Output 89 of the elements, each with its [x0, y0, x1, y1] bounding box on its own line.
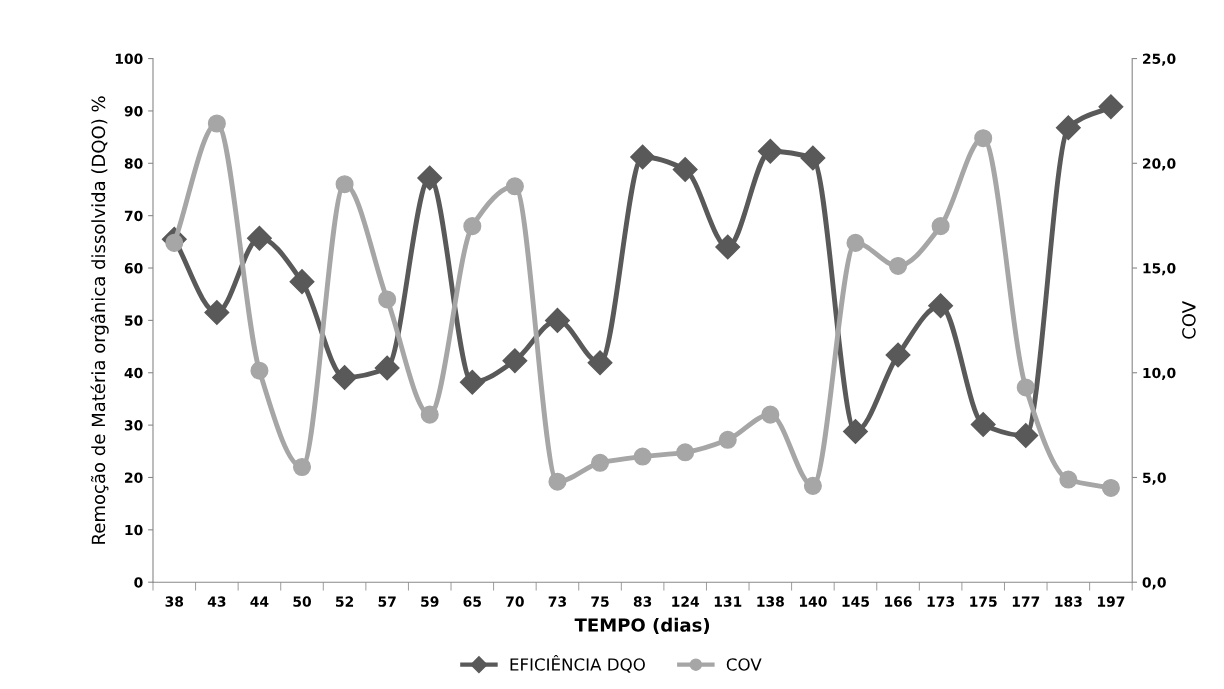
point — [378, 290, 397, 309]
x-tick-label: 183 — [1055, 596, 1082, 607]
y-tick-label: 0 — [134, 577, 143, 588]
y-tick-label: 50 — [125, 315, 143, 326]
y-tick-label: 40 — [124, 367, 143, 379]
point — [1013, 423, 1039, 449]
y2-tick-label: 5,0 — [1142, 472, 1166, 485]
point — [846, 233, 865, 252]
point — [374, 355, 400, 381]
x-tick-label: 57 — [378, 596, 396, 607]
point — [246, 225, 272, 251]
x-tick-label: 173 — [927, 596, 955, 607]
legend-label: EFICIÊNCIA DQO — [510, 655, 645, 673]
x-tick-label: 197 — [1097, 596, 1125, 607]
x-tick-label: 50 — [293, 596, 312, 607]
x-tick-label: 52 — [335, 596, 354, 607]
point — [931, 217, 950, 236]
y2-tick-label: 20,0 — [1143, 158, 1176, 171]
y2-tick-label: 0,0 — [1142, 577, 1166, 590]
x-tick-label: 138 — [757, 596, 784, 607]
x-tick-label: 73 — [548, 596, 567, 607]
x-tick-label: 145 — [842, 596, 869, 607]
point — [842, 418, 868, 444]
y-tick-label: 20 — [125, 472, 143, 483]
x-tick-label: 83 — [633, 596, 652, 607]
y2-axis-title: COV — [1182, 301, 1196, 339]
point — [204, 300, 230, 326]
point — [889, 256, 908, 275]
point — [1101, 478, 1120, 497]
point — [289, 269, 315, 295]
point — [335, 175, 354, 194]
point — [715, 234, 741, 260]
point — [1016, 378, 1035, 397]
x-tick-label: 38 — [165, 596, 184, 607]
y-tick-label: 100 — [115, 53, 143, 65]
point — [633, 447, 652, 466]
x-tick-label: 75 — [591, 596, 609, 607]
point — [928, 293, 954, 319]
point — [463, 217, 482, 236]
y2-tick-label: 25,0 — [1143, 53, 1176, 66]
y-tick-label: 90 — [124, 105, 143, 117]
point — [800, 145, 826, 171]
point — [587, 350, 613, 376]
x-tick-label: 43 — [207, 596, 226, 607]
point — [803, 476, 822, 495]
point — [332, 364, 358, 390]
point — [672, 157, 698, 183]
x-tick-label: 166 — [885, 596, 912, 607]
x-tick-label: 44 — [250, 596, 269, 607]
x-tick-label: 177 — [1012, 596, 1040, 607]
point — [676, 443, 695, 462]
point — [292, 457, 312, 477]
point — [970, 412, 996, 438]
point — [885, 342, 911, 368]
x-axis-title: TEMPO (dias) — [574, 617, 710, 634]
point — [590, 453, 610, 472]
x-tick-label: 70 — [506, 596, 524, 607]
point — [718, 430, 737, 449]
x-tick-label: 140 — [799, 596, 827, 607]
x-tick-label: 131 — [714, 596, 742, 607]
point — [459, 369, 485, 395]
x-tick-label: 175 — [970, 596, 997, 607]
point — [207, 114, 226, 133]
point — [974, 129, 993, 148]
point — [1098, 94, 1124, 120]
point — [548, 472, 567, 491]
point — [420, 405, 439, 424]
y-tick-label: 70 — [124, 210, 143, 222]
legend-label: COV — [726, 658, 762, 671]
y-tick-label: 60 — [124, 262, 143, 274]
point — [505, 177, 524, 196]
y-tick-label: 30 — [124, 420, 143, 431]
y-tick-label: 10 — [125, 524, 143, 536]
y-tick-label: 80 — [124, 158, 143, 169]
point — [250, 361, 269, 380]
x-tick-label: 59 — [421, 596, 439, 607]
point — [417, 165, 443, 191]
point — [1059, 470, 1078, 489]
x-tick-label: 65 — [463, 596, 481, 607]
x-tick-label: 124 — [672, 596, 700, 607]
point — [544, 307, 570, 333]
y-axis-title: Remoção de Matéria orgânica dissolvida (DQO) % — [90, 96, 109, 544]
y2-tick-label: 10,0 — [1143, 367, 1176, 380]
y2-tick-label: 15,0 — [1143, 262, 1176, 276]
point — [761, 405, 780, 424]
point — [630, 144, 656, 170]
point — [1055, 115, 1081, 141]
point — [757, 138, 783, 164]
point — [502, 348, 528, 374]
